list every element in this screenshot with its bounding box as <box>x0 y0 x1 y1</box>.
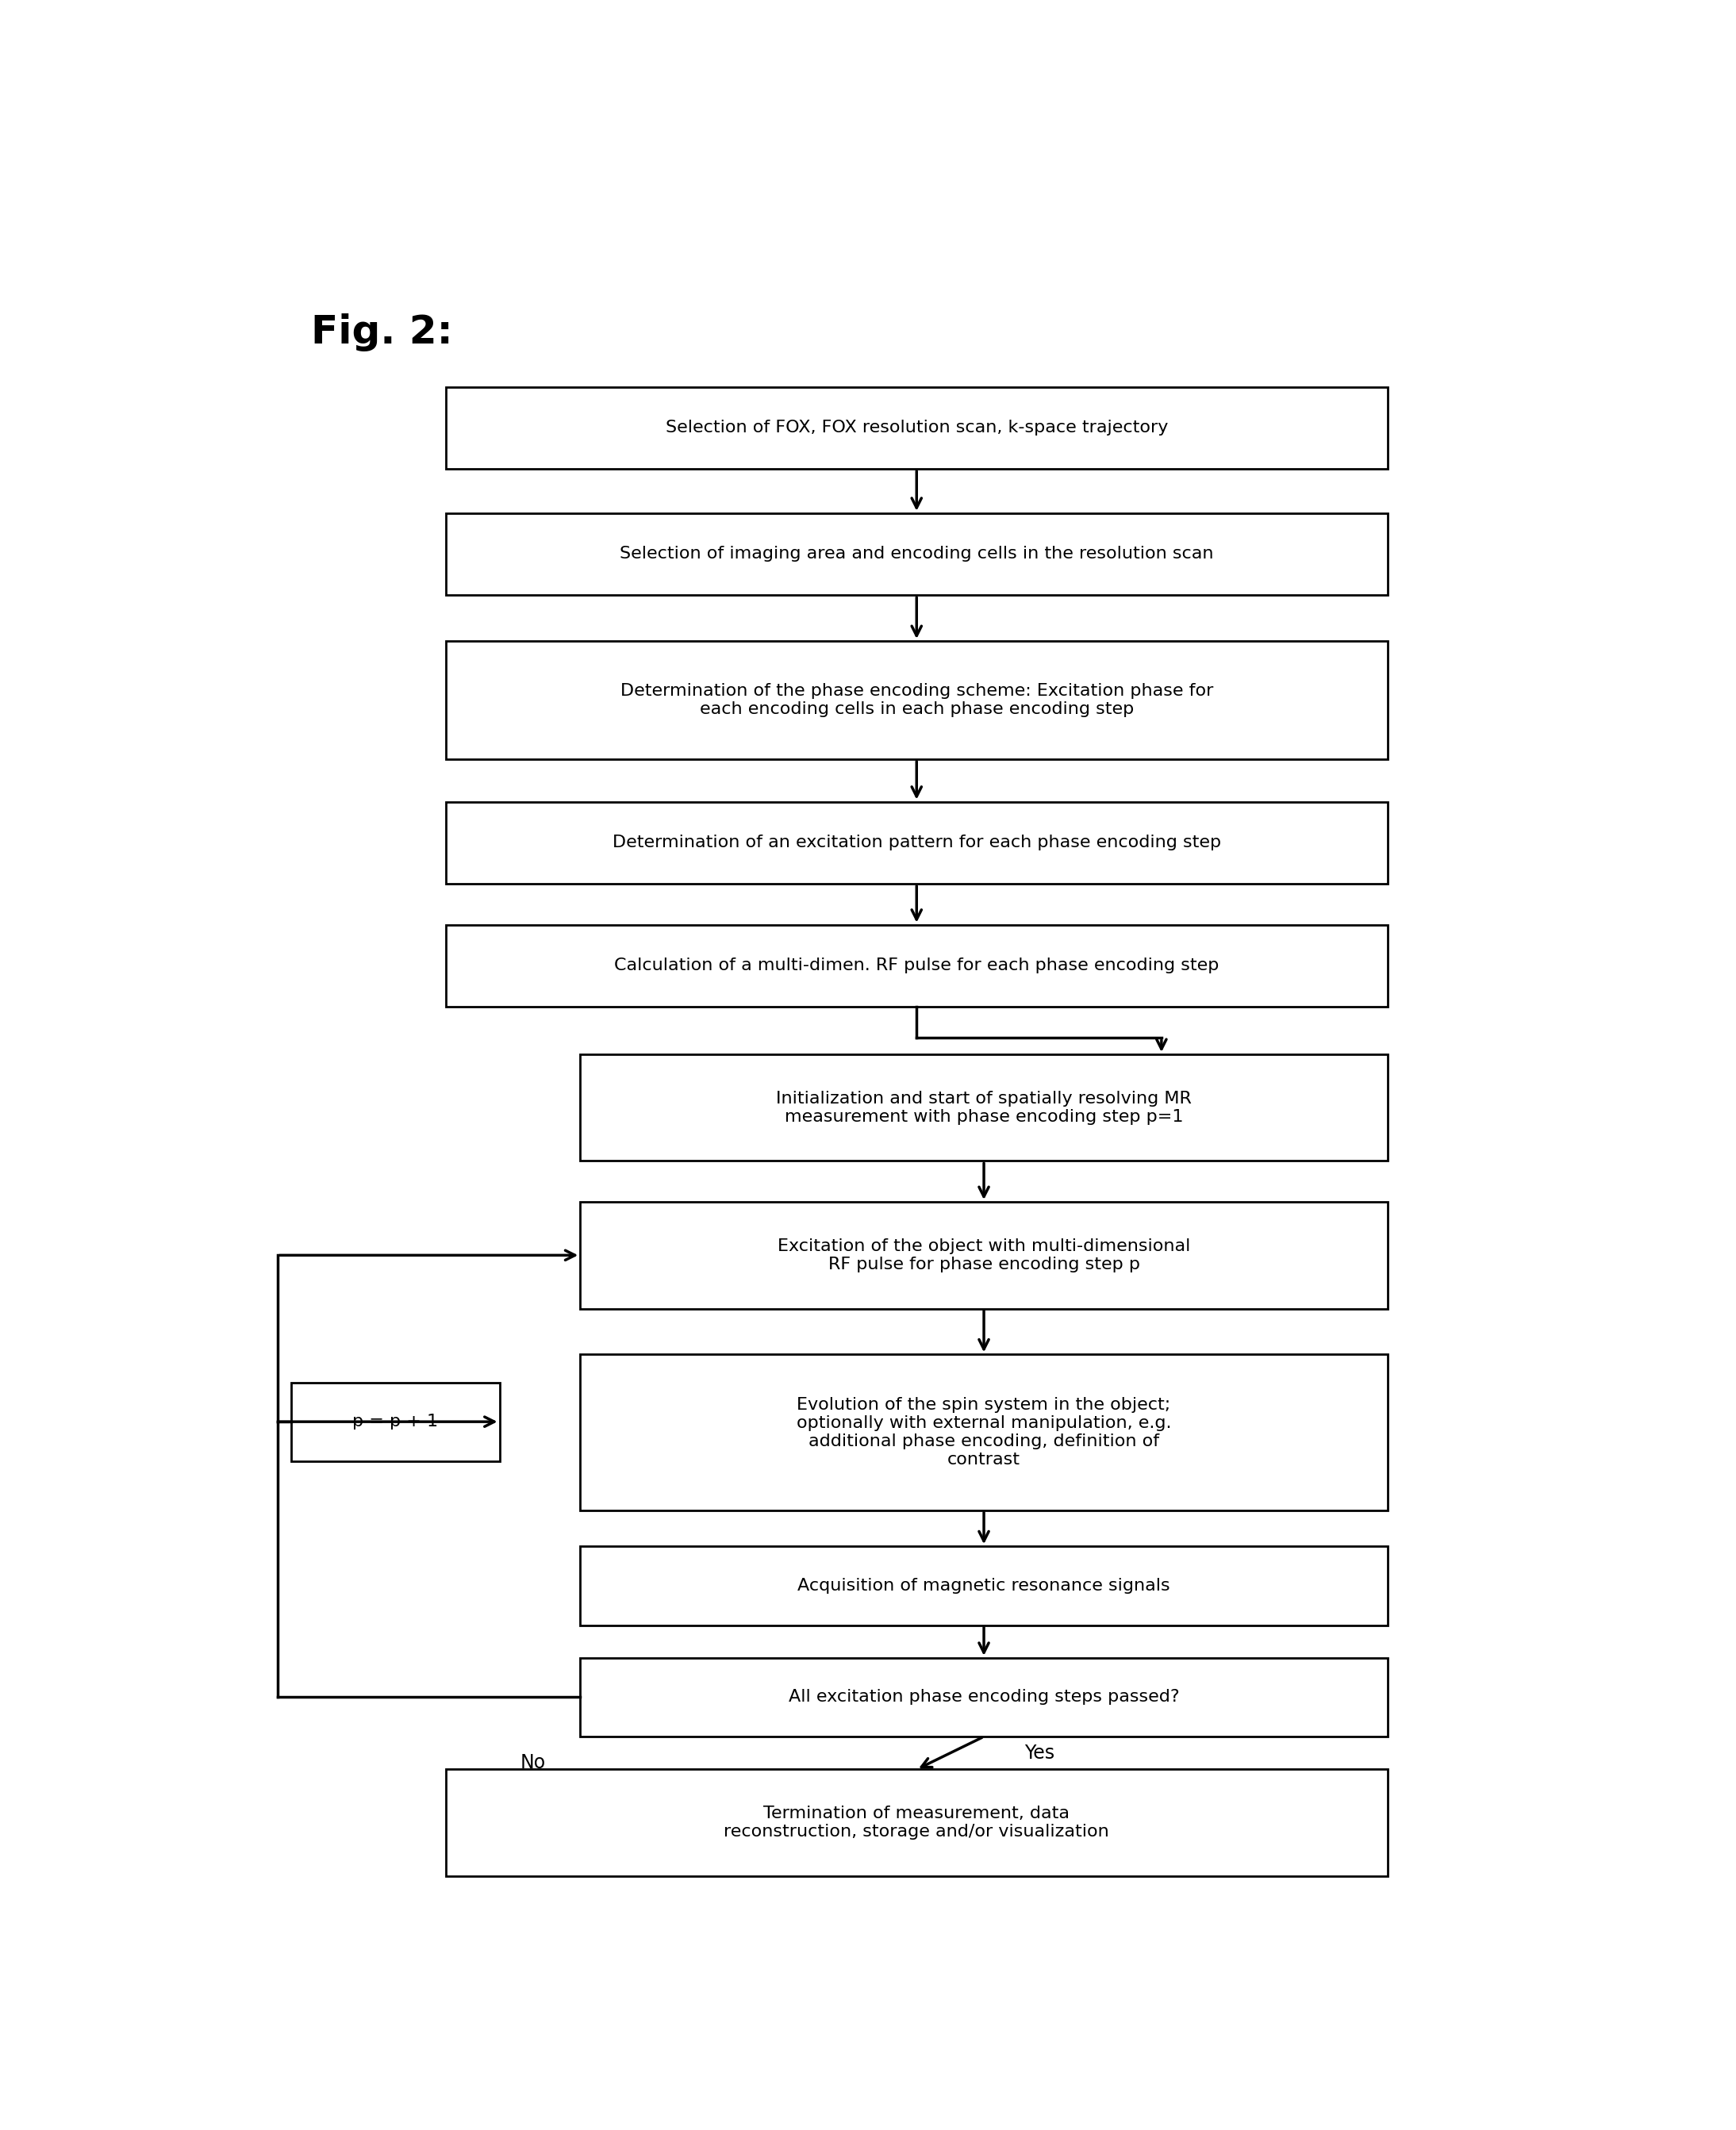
Text: Selection of imaging area and encoding cells in the resolution scan: Selection of imaging area and encoding c… <box>620 545 1213 562</box>
Text: Calculation of a multi-dimen. RF pulse for each phase encoding step: Calculation of a multi-dimen. RF pulse f… <box>615 959 1219 973</box>
Text: Termination of measurement, data
reconstruction, storage and/or visualization: Termination of measurement, data reconst… <box>724 1806 1109 1840</box>
Text: Fig. 2:: Fig. 2: <box>311 313 453 351</box>
Text: Initialization and start of spatially resolving MR
measurement with phase encodi: Initialization and start of spatially re… <box>776 1091 1191 1125</box>
Text: p = p + 1: p = p + 1 <box>352 1414 437 1429</box>
Text: Yes: Yes <box>1024 1744 1054 1762</box>
Text: Evolution of the spin system in the object;
optionally with external manipulatio: Evolution of the spin system in the obje… <box>797 1397 1172 1468</box>
Bar <box>446 801 1387 884</box>
Text: Excitation of the object with multi-dimensional
RF pulse for phase encoding step: Excitation of the object with multi-dime… <box>778 1238 1191 1272</box>
Text: Acquisition of magnetic resonance signals: Acquisition of magnetic resonance signal… <box>797 1578 1170 1593</box>
Bar <box>580 1054 1387 1161</box>
Text: Determination of an excitation pattern for each phase encoding step: Determination of an excitation pattern f… <box>613 835 1220 850</box>
Bar <box>292 1382 500 1461</box>
Bar <box>580 1546 1387 1625</box>
Bar <box>446 388 1387 469</box>
Bar <box>580 1201 1387 1308</box>
Text: No: No <box>521 1753 545 1772</box>
Bar <box>446 924 1387 1007</box>
Text: Selection of FOX, FOX resolution scan, k-space trajectory: Selection of FOX, FOX resolution scan, k… <box>665 420 1168 437</box>
Bar <box>580 1355 1387 1510</box>
Bar <box>446 1770 1387 1877</box>
Text: Determination of the phase encoding scheme: Excitation phase for
each encoding c: Determination of the phase encoding sche… <box>620 684 1213 718</box>
Bar <box>446 641 1387 758</box>
Bar <box>580 1657 1387 1736</box>
Bar <box>446 513 1387 594</box>
Text: All excitation phase encoding steps passed?: All excitation phase encoding steps pass… <box>788 1689 1179 1706</box>
